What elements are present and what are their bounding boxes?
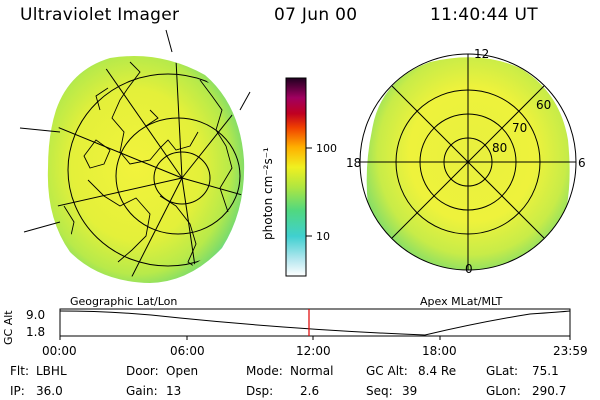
left-panel-caption: Geographic Lat/Lon [70, 295, 178, 308]
dsp-label: Dsp: [246, 384, 274, 398]
colorbar-tick-10: 10 [316, 230, 330, 243]
glon-value: 290.7 [532, 384, 567, 398]
instrument-title: Ultraviolet Imager [20, 5, 180, 25]
apex-image [359, 53, 577, 271]
door-value: Open [166, 364, 199, 378]
glon-label: GLon: [486, 384, 521, 398]
left-auroral-image [47, 56, 245, 283]
door-label: Door: [126, 364, 159, 378]
timeline-tick-2: 12:00 [296, 344, 331, 358]
colorbar [285, 77, 312, 277]
gain-label: Gain: [126, 384, 158, 398]
mlt-label-18: 18 [346, 156, 362, 170]
timeline-ymin: 1.8 [26, 325, 46, 339]
timeline-ylabel: GC Alt [2, 310, 15, 345]
flt-label: Flt: [10, 364, 29, 378]
dsp-value: 2.6 [300, 384, 320, 398]
mode-value: Normal [290, 364, 334, 378]
lat-label-80: 80 [492, 141, 508, 155]
glat-value: 75.1 [532, 364, 559, 378]
timeline-tick-4: 23:59 [553, 344, 588, 358]
lat-label-70: 70 [512, 121, 528, 135]
gcalt-label: GC Alt: [366, 364, 408, 378]
altitude-curve [59, 310, 571, 336]
colorbar-unit-label: photon cm⁻²s⁻¹ [261, 147, 275, 240]
mlt-label-6: 6 [578, 156, 586, 170]
timeline-ymax: 9.0 [26, 308, 46, 322]
timeline-tick-1: 06:00 [170, 344, 205, 358]
ip-value: 36.0 [36, 384, 63, 398]
seq-label: Seq: [366, 384, 393, 398]
mode-label: Mode: [246, 364, 283, 378]
ip-label: IP: [10, 384, 25, 398]
mlt-label-12: 12 [474, 47, 490, 61]
altitude-timeline [59, 308, 571, 340]
gain-value: 13 [166, 384, 182, 398]
seq-value: 39 [402, 384, 418, 398]
mlt-label-0: 0 [465, 262, 473, 276]
glat-label: GLat: [486, 364, 519, 378]
gcalt-value: 8.4 Re [418, 364, 457, 378]
geographic-image [19, 29, 251, 283]
timeline-tick-3: 18:00 [422, 344, 457, 358]
lat-label-60: 60 [536, 98, 552, 112]
colorbar-tick-100: 100 [316, 142, 337, 155]
flt-value: LBHL [36, 364, 67, 378]
date-label: 07 Jun 00 [274, 5, 358, 25]
right-panel-caption: Apex MLat/MLT [420, 295, 503, 308]
timeline-tick-0: 00:00 [42, 344, 77, 358]
time-label: 11:40:44 UT [430, 5, 538, 25]
